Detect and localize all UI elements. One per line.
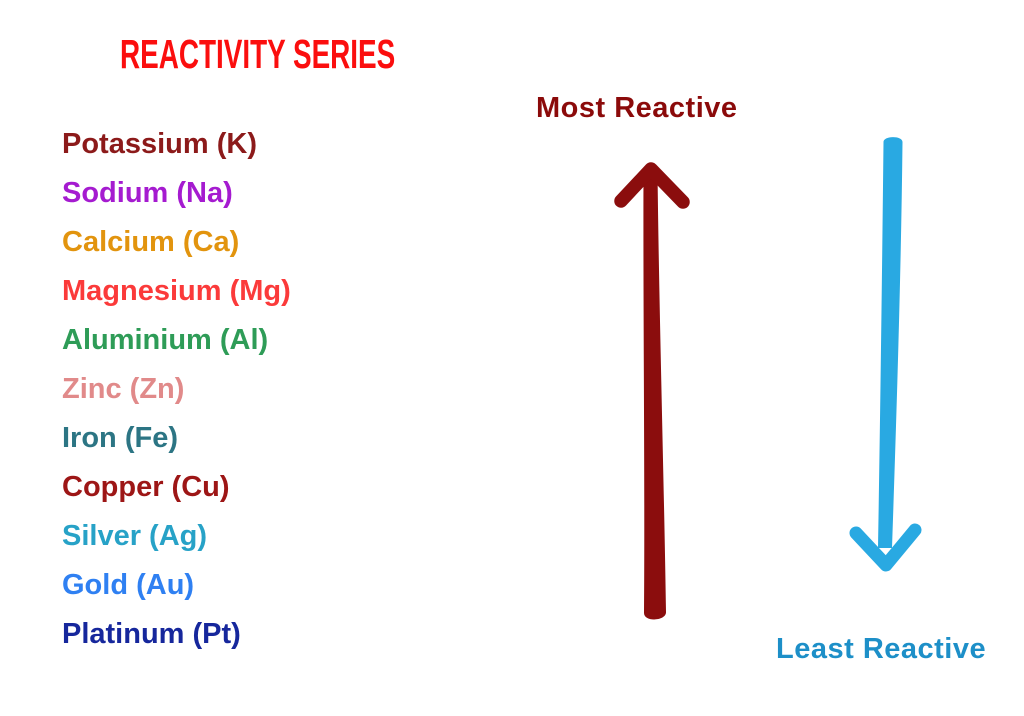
down-arrow-head — [849, 523, 922, 572]
up-arrow-head — [614, 162, 690, 209]
element-item-sodium: Sodium (Na) — [62, 177, 233, 209]
down-arrow-shaft — [878, 137, 903, 548]
element-item-iron: Iron (Fe) — [62, 422, 178, 454]
element-item-silver: Silver (Ag) — [62, 520, 208, 552]
element-item-zinc: Zinc (Zn) — [62, 373, 185, 405]
element-item-potassium: Potassium (K) — [62, 128, 257, 160]
element-item-platinum: Platinum (Pt) — [62, 618, 241, 650]
element-list: Potassium (K) Sodium (Na) Calcium (Ca) M… — [62, 120, 291, 659]
down-arrow — [849, 137, 922, 572]
up-arrow — [614, 162, 690, 620]
element-item-copper: Copper (Cu) — [62, 471, 230, 503]
element-item-calcium: Calcium (Ca) — [62, 226, 240, 258]
up-arrow-shaft — [643, 170, 667, 620]
page-title: REACTIVITY SERIES — [120, 30, 525, 78]
element-item-gold: Gold (Au) — [62, 569, 195, 601]
element-item-aluminium: Aluminium (Al) — [62, 324, 269, 356]
element-item-magnesium: Magnesium (Mg) — [62, 275, 291, 307]
least-reactive-label: Least Reactive — [776, 633, 987, 665]
most-reactive-label: Most Reactive — [536, 92, 738, 124]
page-title-text: REACTIVITY SERIES — [120, 31, 396, 77]
